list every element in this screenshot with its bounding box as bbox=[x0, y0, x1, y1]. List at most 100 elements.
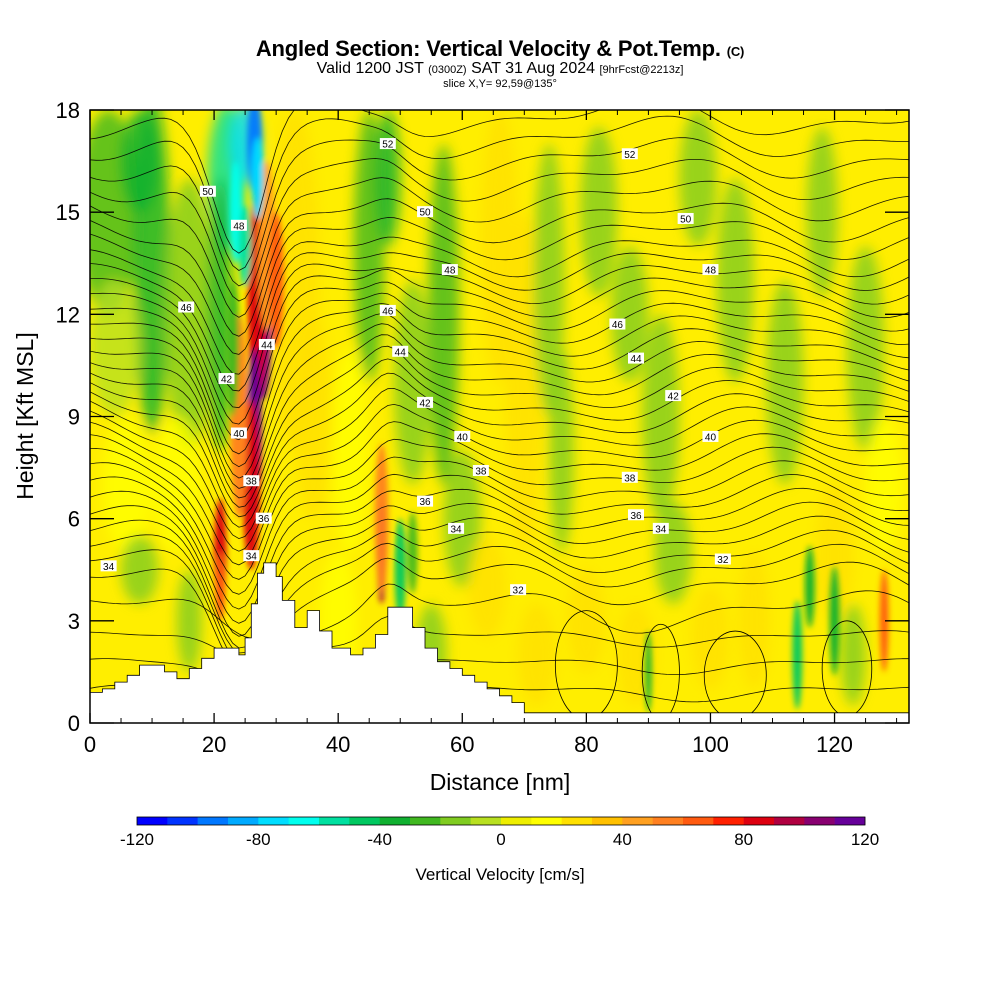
isentrope-line bbox=[90, 515, 909, 649]
svg-text:38: 38 bbox=[475, 466, 487, 477]
x-tick-label: 60 bbox=[450, 732, 474, 757]
svg-text:36: 36 bbox=[258, 514, 270, 525]
y-tick-label: 15 bbox=[56, 200, 80, 225]
svg-text:34: 34 bbox=[103, 562, 115, 573]
colorbar-swatch bbox=[440, 817, 471, 825]
x-tick-label: 40 bbox=[326, 732, 350, 757]
slice-label: slice X,Y= 92,59@135° bbox=[443, 78, 557, 90]
isentrope-line bbox=[90, 473, 909, 610]
colorbar-swatch bbox=[349, 817, 380, 825]
colorbar-swatch bbox=[137, 817, 168, 825]
isentrope-label: 46 bbox=[609, 318, 626, 331]
isentrope-line bbox=[90, 263, 909, 409]
isentrope-label: 32 bbox=[510, 584, 527, 597]
isentrope-label: 40 bbox=[230, 427, 247, 440]
isentrope-line bbox=[90, 110, 909, 254]
isentrope-label: 42 bbox=[417, 396, 434, 409]
chart-subtitle: Valid 1200 JST (0300Z) SAT 31 Aug 2024 [… bbox=[316, 60, 684, 77]
isentrope-label: 40 bbox=[702, 430, 719, 443]
svg-text:38: 38 bbox=[624, 473, 636, 484]
isentrope-labels: 34 46 50 42 48 40 38 34 36 44 52 46 44 50 42 36 48 40 34 38… bbox=[100, 138, 731, 597]
isentrope-label: 48 bbox=[441, 264, 458, 277]
isentrope-line bbox=[90, 177, 909, 318]
colorbar-tick-label: 80 bbox=[734, 830, 753, 849]
svg-text:50: 50 bbox=[419, 208, 431, 219]
colorbar-swatch bbox=[258, 817, 289, 825]
isentrope-lines bbox=[90, 110, 909, 720]
isentrope-line bbox=[90, 292, 909, 455]
isentrope-line bbox=[90, 387, 909, 540]
isentrope-line bbox=[90, 421, 909, 566]
colorbar-swatch bbox=[834, 817, 866, 825]
svg-text:40: 40 bbox=[233, 429, 245, 440]
isentrope-label: 36 bbox=[417, 495, 434, 508]
svg-text:40: 40 bbox=[705, 432, 717, 443]
isentrope-label: 42 bbox=[665, 390, 682, 403]
colorbar-swatch bbox=[531, 817, 562, 825]
colorbar-tick-label: 40 bbox=[613, 830, 632, 849]
svg-text:46: 46 bbox=[181, 303, 193, 314]
chart-title: Angled Section: Vertical Velocity & Pot.… bbox=[255, 36, 745, 61]
y-tick-label: 9 bbox=[68, 405, 80, 430]
y-axis-label: Height [Kft MSL] bbox=[12, 332, 38, 499]
svg-text:44: 44 bbox=[630, 354, 642, 365]
y-tick-label: 3 bbox=[68, 609, 80, 634]
isentrope-line bbox=[90, 217, 909, 355]
isentrope-line bbox=[90, 358, 909, 518]
svg-text:48: 48 bbox=[233, 221, 245, 232]
isentrope-line bbox=[90, 372, 909, 528]
svg-text:52: 52 bbox=[382, 140, 394, 151]
isentrope-label: 36 bbox=[255, 512, 272, 525]
svg-text:36: 36 bbox=[630, 511, 642, 522]
svg-text:44: 44 bbox=[395, 347, 407, 358]
isentrope-line bbox=[90, 137, 909, 287]
colorbar-swatch bbox=[683, 817, 714, 825]
y-tick-label: 12 bbox=[56, 302, 80, 327]
isentrope-label: 46 bbox=[379, 304, 396, 317]
velocity-field bbox=[90, 110, 909, 723]
isentrope-line bbox=[90, 268, 909, 425]
svg-text:48: 48 bbox=[444, 266, 456, 277]
svg-text:42: 42 bbox=[221, 375, 233, 386]
colorbar-swatch bbox=[319, 817, 350, 825]
isentrope-label: 34 bbox=[448, 522, 465, 535]
svg-text:52: 52 bbox=[624, 150, 636, 161]
x-tick-label: 100 bbox=[692, 732, 729, 757]
isentrope-line bbox=[90, 323, 909, 489]
isentrope-label: 44 bbox=[392, 345, 409, 358]
x-tick-label: 80 bbox=[574, 732, 598, 757]
isentrope-label: 38 bbox=[243, 475, 260, 488]
isentrope-label: 48 bbox=[702, 264, 719, 277]
isentrope-line bbox=[90, 313, 909, 479]
isentrope-line bbox=[90, 198, 909, 337]
isentrope-line bbox=[90, 281, 909, 441]
colorbar: -120 -80 -40 0 40 80 120 bbox=[120, 816, 879, 849]
svg-text:34: 34 bbox=[246, 552, 258, 563]
isentrope-label: 32 bbox=[714, 553, 731, 566]
svg-text:46: 46 bbox=[382, 306, 394, 317]
svg-text:42: 42 bbox=[419, 398, 431, 409]
isentrope-line bbox=[90, 115, 909, 271]
colorbar-swatch bbox=[774, 817, 805, 825]
isentrope-label: 38 bbox=[621, 471, 638, 484]
isentrope-label: 50 bbox=[199, 185, 216, 198]
colorbar-label: Vertical Velocity [cm/s] bbox=[415, 865, 584, 884]
colorbar-swatch bbox=[410, 817, 441, 825]
svg-text:44: 44 bbox=[261, 340, 273, 351]
terrain bbox=[89, 562, 910, 724]
isentrope-line bbox=[90, 542, 909, 663]
colorbar-swatch bbox=[561, 817, 593, 825]
colorbar-frame bbox=[136, 816, 866, 826]
colorbar-tick-label: -80 bbox=[246, 830, 271, 849]
isentrope-label: 52 bbox=[621, 148, 638, 161]
isentrope-line bbox=[90, 529, 909, 654]
svg-text:36: 36 bbox=[419, 497, 431, 508]
isentrope-label: 42 bbox=[218, 373, 235, 386]
svg-text:34: 34 bbox=[655, 524, 667, 535]
isentrope-label: 48 bbox=[230, 219, 247, 232]
isentrope-line bbox=[90, 403, 909, 552]
svg-text:42: 42 bbox=[668, 392, 680, 403]
isentrope-label: 50 bbox=[677, 212, 694, 225]
x-axis-label: Distance [nm] bbox=[430, 769, 571, 795]
